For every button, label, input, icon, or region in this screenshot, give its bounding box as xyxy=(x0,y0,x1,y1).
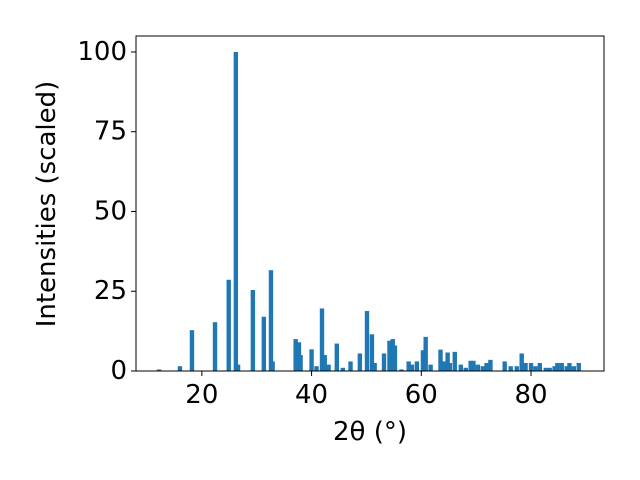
x-tick-label: 40 xyxy=(295,380,328,410)
bar xyxy=(452,351,457,371)
bar xyxy=(298,355,303,371)
bar xyxy=(406,361,411,371)
bar xyxy=(537,363,543,371)
bar xyxy=(392,345,398,371)
x-tick-label: 60 xyxy=(405,380,438,410)
bar xyxy=(420,350,426,371)
bar xyxy=(156,369,162,371)
bar xyxy=(381,353,387,371)
bar xyxy=(414,361,420,371)
y-tick-label: 100 xyxy=(77,37,127,67)
bar xyxy=(314,366,319,371)
bar xyxy=(334,343,340,371)
bar xyxy=(543,367,549,371)
x-tick-label: 80 xyxy=(514,380,547,410)
bar xyxy=(372,363,377,371)
bar xyxy=(326,364,331,371)
bar xyxy=(475,364,481,371)
bar xyxy=(445,352,450,371)
bar xyxy=(519,353,524,371)
bar xyxy=(340,367,346,371)
bar xyxy=(364,311,370,371)
bar xyxy=(567,363,572,371)
y-tick-label: 25 xyxy=(94,276,127,306)
bar xyxy=(547,367,552,371)
bar xyxy=(270,361,275,371)
bar xyxy=(268,270,274,371)
bar xyxy=(523,363,528,371)
bar xyxy=(458,364,463,371)
y-tick-label: 50 xyxy=(94,196,127,226)
x-axis-label: 2θ (°) xyxy=(333,417,407,447)
bar xyxy=(484,363,489,371)
bar xyxy=(309,349,314,371)
bar xyxy=(447,363,453,371)
bar xyxy=(533,366,538,371)
bar xyxy=(348,361,353,371)
bar xyxy=(235,364,241,371)
x-tick-label: 20 xyxy=(185,380,218,410)
bar xyxy=(409,364,415,371)
bar xyxy=(488,359,493,371)
y-axis-label: Intensities (scaled) xyxy=(32,81,62,328)
bar xyxy=(357,353,363,371)
bar xyxy=(319,308,325,371)
bar xyxy=(369,334,375,371)
y-tick-label: 0 xyxy=(110,356,127,386)
bar xyxy=(261,316,267,371)
bar xyxy=(514,366,519,371)
bar xyxy=(212,322,218,371)
bar xyxy=(428,364,433,371)
bar xyxy=(468,360,473,371)
bar xyxy=(322,355,327,371)
bar xyxy=(438,349,443,371)
bar xyxy=(226,279,231,371)
bar xyxy=(387,340,392,371)
bar xyxy=(399,369,404,371)
bar xyxy=(564,366,569,371)
bar xyxy=(576,363,581,371)
axes-frame xyxy=(135,35,605,372)
bar xyxy=(250,289,256,371)
bar xyxy=(293,339,298,371)
bar xyxy=(555,363,560,371)
bar xyxy=(552,366,557,371)
bar xyxy=(463,367,468,371)
bar xyxy=(441,361,446,371)
bar xyxy=(502,361,507,371)
y-tick-label: 75 xyxy=(94,117,127,147)
bar xyxy=(508,366,513,371)
bar xyxy=(189,330,195,371)
bar xyxy=(559,363,564,371)
bar xyxy=(528,363,534,371)
bar xyxy=(177,366,183,371)
bar xyxy=(480,366,485,371)
bar xyxy=(423,336,428,371)
bar xyxy=(233,51,239,371)
bar xyxy=(471,360,476,371)
bar xyxy=(571,366,577,371)
